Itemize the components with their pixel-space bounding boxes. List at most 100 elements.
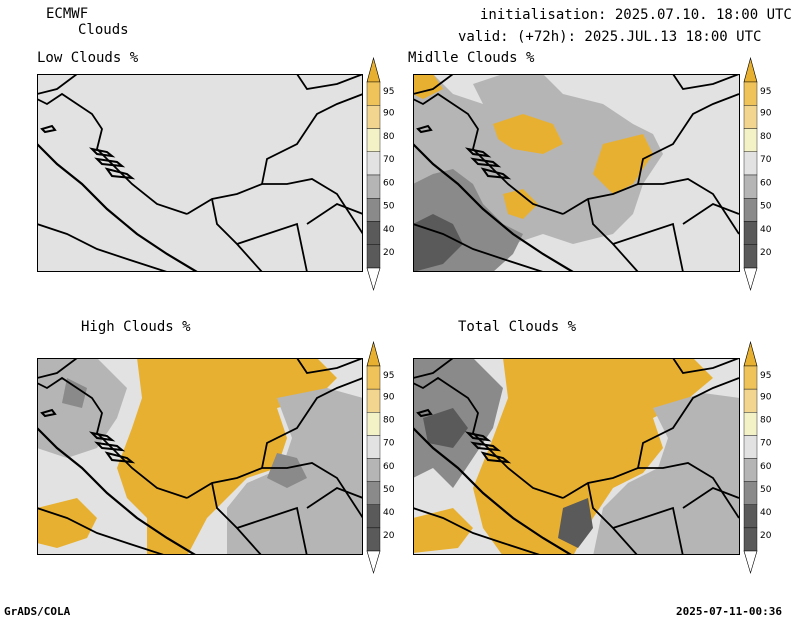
island — [480, 167, 512, 180]
colorbar-segment — [743, 174, 758, 199]
panel-frame — [413, 74, 740, 272]
border-line — [37, 74, 78, 95]
border-line — [37, 92, 188, 215]
cloud-area — [117, 358, 337, 555]
colorbar-tick-label: 50 — [383, 202, 395, 212]
footer-right: 2025-07-11-00:36 — [676, 605, 782, 618]
colorbar-segment — [743, 527, 758, 552]
colorbar-tick-label: 40 — [760, 508, 772, 518]
header-init: initialisation: 2025.07.10. 18:00 UTC — [480, 7, 792, 23]
border-line — [562, 462, 740, 519]
island — [470, 441, 502, 452]
colorbar-segment — [743, 128, 758, 152]
colorbar-tick-label: 90 — [760, 109, 772, 119]
colorbar-tick-label: 50 — [760, 202, 772, 212]
colorbar-segment — [366, 412, 381, 436]
colorbar-tick-label: 40 — [760, 225, 772, 235]
colorbar-segment — [366, 81, 381, 106]
map-panel — [413, 74, 740, 272]
colorbar-segment — [366, 458, 381, 482]
border-line — [413, 223, 544, 272]
border-line — [261, 377, 363, 469]
colorbar-tick-label: 20 — [760, 531, 772, 541]
panel-frame — [37, 74, 363, 272]
cloud-area — [413, 508, 473, 553]
island — [104, 451, 136, 464]
colorbar-tick-label: 20 — [383, 531, 395, 541]
colorbar-tick-label: 70 — [760, 439, 772, 449]
panel-frame — [413, 358, 740, 555]
border-line — [236, 222, 308, 272]
island — [470, 157, 502, 168]
border-line — [296, 74, 363, 90]
colorbar-segment — [366, 527, 381, 552]
colorbar-segment — [366, 221, 381, 245]
island — [104, 167, 136, 180]
border-line — [413, 143, 574, 272]
colorbar: 95 90 80 70 60 50 40 20 — [366, 340, 395, 575]
border-line — [37, 223, 168, 272]
panel-title-total: Total Clouds % — [458, 319, 577, 335]
cloud-area — [267, 453, 307, 488]
map-panel — [37, 358, 363, 555]
colorbar-segment — [743, 151, 758, 176]
border-line — [186, 178, 363, 235]
header-model: ECMWF — [46, 6, 89, 22]
colorbar-segment — [366, 105, 381, 129]
colorbar: 95 90 80 70 60 50 40 20 — [366, 56, 395, 292]
border-line — [612, 222, 684, 272]
colorbar-segment — [366, 481, 381, 505]
colorbar-tick-label: 40 — [383, 508, 395, 518]
island — [94, 441, 126, 452]
colorbar-tick-label: 95 — [383, 371, 394, 381]
colorbar-tick-label: 80 — [760, 132, 772, 142]
colorbar-segment — [743, 504, 758, 529]
border-line — [682, 202, 740, 225]
border-line — [637, 93, 740, 185]
colorbar-tick-label: 50 — [383, 485, 395, 495]
island — [94, 157, 126, 168]
cloud-area — [593, 393, 740, 555]
colorbar-tick-label: 20 — [760, 248, 772, 258]
cloud-area — [37, 498, 97, 548]
colorbar-tick-label: 90 — [760, 392, 772, 402]
cloud-area — [593, 134, 653, 194]
colorbar-segment — [366, 388, 381, 413]
border-line — [37, 427, 198, 555]
cloud-area — [493, 114, 563, 154]
colorbar-tick-label: 60 — [383, 178, 395, 188]
colorbar-segment — [743, 481, 758, 505]
island — [480, 451, 512, 464]
border-line — [587, 482, 639, 555]
colorbar-segment — [743, 198, 758, 222]
border-line — [296, 358, 363, 374]
colorbar-tick-label: 80 — [383, 416, 395, 426]
colorbar-tick-label: 40 — [383, 225, 395, 235]
border-line — [682, 486, 740, 509]
border-line — [413, 507, 543, 555]
island — [40, 408, 57, 418]
border-line — [413, 74, 454, 95]
border-line — [413, 358, 454, 379]
border-line — [637, 377, 740, 469]
colorbar-segment — [743, 105, 758, 129]
cloud-area — [423, 408, 468, 448]
colorbar-segment — [743, 458, 758, 482]
colorbar-segment — [366, 365, 381, 390]
colorbar-tick-label: 60 — [760, 462, 772, 472]
panel-title-middle: Midlle Clouds % — [408, 50, 535, 66]
panel-title-high: High Clouds % — [81, 319, 191, 335]
island — [416, 408, 433, 418]
border-line — [37, 358, 78, 379]
colorbar-tick-label: 70 — [760, 155, 772, 165]
colorbar-segment — [366, 435, 381, 459]
border-line — [236, 506, 308, 555]
border-line — [261, 93, 363, 185]
footer-left: GrADS/COLA — [4, 605, 71, 618]
colorbar-segment — [366, 151, 381, 176]
island — [464, 147, 492, 158]
border-line — [306, 202, 363, 225]
border-line — [413, 376, 564, 499]
colorbar-tick-label: 20 — [383, 248, 395, 258]
